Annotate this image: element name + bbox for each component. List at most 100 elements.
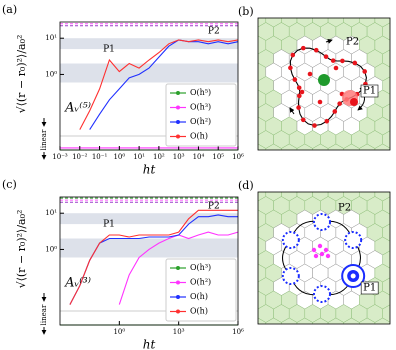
cluster	[318, 74, 330, 86]
loop-arrow	[289, 47, 367, 127]
annotation: P2	[208, 26, 220, 36]
legend-marker	[176, 120, 180, 124]
cell	[289, 170, 305, 188]
plot-frame	[59, 196, 239, 326]
dot	[317, 243, 323, 249]
cell	[391, 9, 396, 27]
cell	[258, 134, 259, 145]
dot	[296, 85, 302, 91]
site	[313, 285, 331, 303]
arrow	[289, 107, 295, 115]
legend-label: O(h)	[190, 132, 208, 141]
dot	[313, 253, 319, 259]
cell	[383, 0, 396, 14]
x-tick-label: 10⁵	[212, 153, 224, 161]
dot	[330, 58, 336, 63]
cell	[352, 0, 368, 14]
cell	[320, 0, 336, 14]
cell	[235, 291, 251, 309]
label-box	[360, 281, 379, 295]
cell	[382, 196, 390, 215]
cell	[382, 76, 390, 95]
dot	[340, 58, 345, 64]
cell	[258, 200, 259, 211]
panel-frame	[257, 191, 391, 325]
cell	[391, 237, 396, 255]
site	[281, 231, 300, 249]
cell	[336, 170, 352, 188]
cell	[382, 304, 390, 323]
dot	[325, 253, 331, 259]
cell	[382, 250, 390, 269]
arrow	[325, 38, 333, 44]
legend-marker	[176, 309, 180, 314]
x-tick-label: 10¹	[133, 153, 145, 161]
x-tick-label: 10⁻²	[72, 153, 88, 161]
cell	[367, 170, 383, 188]
legend-label: O(h²)	[190, 278, 211, 287]
cell	[258, 227, 259, 238]
legend-marker	[176, 280, 180, 285]
cell	[352, 170, 368, 188]
cell	[305, 170, 321, 188]
dot	[299, 89, 305, 95]
dot	[311, 247, 317, 253]
annotation: Aᵥ⁽⁵⁾	[64, 101, 91, 116]
y-axis-label: √⟨(r − r₀)²⟩/a₀²	[15, 35, 28, 114]
dot	[317, 99, 323, 105]
legend-marker	[176, 295, 180, 299]
cell	[391, 291, 396, 309]
cell	[391, 90, 396, 108]
cell	[382, 22, 390, 41]
annotation: P1	[103, 45, 115, 55]
dot	[319, 251, 325, 257]
dot	[300, 117, 306, 123]
x-tick-label: 10⁰	[113, 153, 125, 161]
cell	[258, 254, 259, 265]
legend-label: O(h³)	[190, 263, 211, 272]
cluster	[350, 273, 356, 279]
cell	[382, 103, 390, 122]
shaded-band	[60, 238, 238, 258]
shaded-band	[60, 63, 238, 83]
dot	[296, 105, 301, 110]
dot	[292, 77, 298, 82]
x-tick-label: 10⁶	[232, 328, 244, 336]
cell	[383, 170, 396, 188]
label-box	[360, 84, 379, 98]
annotation: P2	[338, 203, 351, 214]
panel-label: (a)	[2, 3, 17, 16]
site	[281, 267, 300, 285]
x-tick-label: 10³	[173, 153, 185, 161]
cell	[274, 0, 290, 14]
legend-box	[165, 258, 237, 322]
cell	[235, 264, 251, 282]
cell	[258, 53, 259, 64]
dot	[324, 118, 330, 124]
legend-box	[165, 83, 237, 147]
legend-marker	[176, 105, 180, 110]
cell	[235, 117, 251, 135]
cell	[320, 170, 336, 188]
legend-marker	[176, 91, 180, 95]
legend-label: O(h³)	[190, 103, 211, 112]
cell	[274, 170, 290, 188]
y-note: linear	[40, 304, 48, 325]
x-tick-label: 10²	[153, 153, 165, 161]
dot	[290, 52, 296, 58]
legend-marker	[176, 266, 180, 270]
site	[344, 231, 363, 249]
annotation: P2	[346, 37, 359, 48]
x-tick-label: 10⁴	[193, 153, 205, 161]
dot	[333, 65, 339, 71]
dot	[337, 101, 342, 106]
site	[313, 213, 331, 231]
cell	[391, 117, 396, 135]
cell	[382, 49, 390, 68]
cluster	[350, 98, 358, 106]
cell	[391, 144, 396, 162]
panel-label: (b)	[238, 5, 254, 18]
cell	[258, 170, 274, 188]
cell	[391, 318, 396, 336]
legend-label: O(h)	[190, 292, 208, 301]
